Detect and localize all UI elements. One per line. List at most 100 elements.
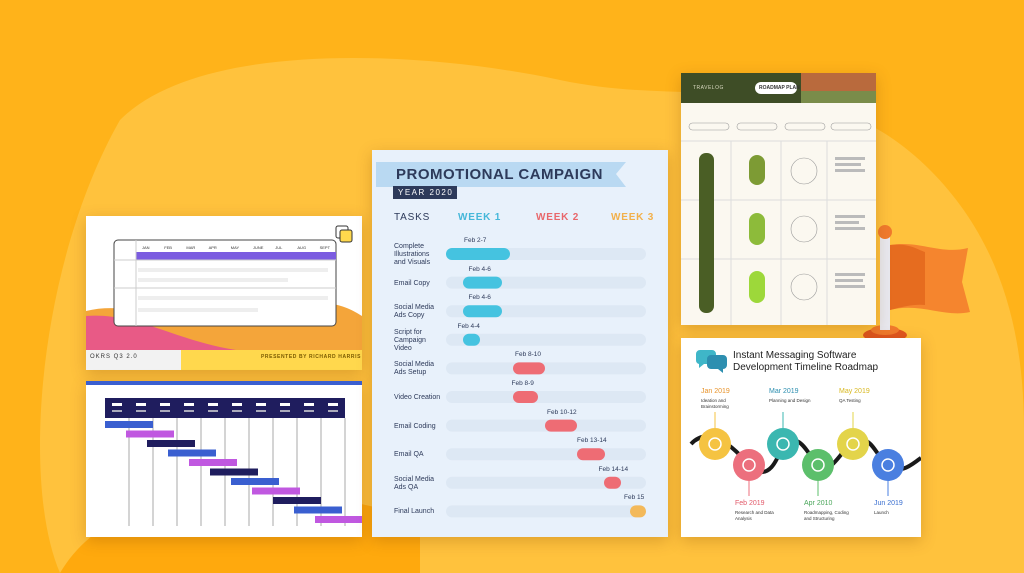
milestone-icon: [872, 449, 904, 481]
gantt-bar: [294, 506, 342, 514]
task-dates: Feb 4-6: [468, 294, 491, 302]
gantt-bar: [126, 430, 174, 438]
task-track: [446, 333, 646, 346]
task-bar: [513, 391, 538, 403]
task-name: Final Launch: [394, 508, 435, 516]
milestone-date: Apr 2010: [804, 500, 833, 507]
milestone-date: Feb 2019: [735, 500, 765, 507]
header-chip: [136, 403, 146, 406]
task-bar: [463, 333, 480, 346]
gantt-bar: [147, 440, 195, 447]
milestone-label: Roadmapping, Coding and Structuring: [804, 510, 849, 521]
task-track: [446, 391, 646, 403]
task-dates: Feb 4-4: [457, 322, 480, 330]
badge: ROADMAP PLAN: [759, 85, 800, 91]
header-chip: [112, 410, 122, 412]
task-dates: Feb 4-6: [468, 265, 491, 273]
milestone-glyph: [881, 458, 895, 472]
task-dates: Feb 8-10: [515, 351, 542, 359]
month-label: MAR: [186, 245, 196, 250]
header-chip: [328, 410, 338, 412]
column-header: WEEK 1: [458, 212, 502, 223]
header-chip: [304, 410, 314, 412]
campaign-banner: [376, 162, 626, 199]
milestone-label: Planning and Design: [769, 398, 811, 403]
month-label: JUL: [275, 245, 283, 250]
header-chip: [256, 403, 266, 406]
messaging-title: Instant Messaging Software Development T…: [733, 350, 879, 373]
milestone-date: Mar 2019: [769, 388, 799, 395]
header-chip: [160, 403, 170, 406]
gantt-bar: [273, 497, 321, 504]
task-dates: Feb 14-14: [598, 465, 629, 473]
task-bar: [630, 505, 646, 518]
gantt-card: [86, 381, 362, 537]
task-name: Social Media Ads Copy: [394, 304, 435, 320]
milestone-icon: [767, 428, 799, 460]
task-dates: Feb 13-14: [577, 437, 607, 445]
month-label: MAY: [230, 245, 240, 250]
gantt-bar: [231, 478, 279, 485]
header-chip: [256, 410, 266, 412]
task-name: Email Copy: [394, 279, 430, 287]
task-track: [446, 448, 646, 461]
milestone-icon: [837, 428, 869, 460]
task-bar: [463, 305, 502, 318]
milestone-glyph: [708, 437, 722, 451]
roadmap-plan-art: [681, 73, 876, 325]
milestone-label: Research and Data Analysis: [735, 510, 774, 521]
task-bar: [545, 419, 577, 432]
header-chip: [136, 410, 146, 412]
messaging-art: [689, 350, 921, 496]
column-header: TASKS: [394, 212, 431, 223]
task-dates: Feb 2-7: [464, 237, 487, 244]
gantt-bar: [210, 468, 258, 476]
messaging-roadmap-card: Instant Messaging Software Development T…: [681, 338, 921, 537]
milestone-glyph: [811, 458, 825, 472]
milestone-label: Launch: [874, 510, 889, 515]
header-chip: [232, 403, 242, 406]
header-chip: [208, 410, 218, 412]
month-label: APR: [208, 245, 217, 250]
task-bar: [604, 476, 621, 489]
header-chip: [304, 403, 314, 406]
header-chip: [280, 403, 290, 406]
task-bar: [513, 362, 545, 375]
campaign-subtitle: YEAR 2020: [398, 188, 454, 197]
task-name: Script for Campaign Video: [394, 328, 426, 352]
okr-art: [86, 225, 362, 370]
milestone-label: QA Testing: [839, 398, 861, 403]
task-dates: Feb 15: [624, 494, 645, 502]
milestone-icon: [699, 428, 731, 460]
task-dates: Feb 10-12: [547, 408, 577, 416]
column-header: WEEK 3: [611, 212, 655, 223]
milestone-glyph: [846, 437, 860, 451]
task-name: Social Media Ads QA: [394, 475, 435, 491]
task-bar: [577, 448, 605, 461]
header-chip: [208, 403, 218, 406]
header-chip: [184, 403, 194, 406]
task-track: [446, 505, 646, 518]
header-chip: [184, 410, 194, 412]
column-header: WEEK 2: [536, 212, 580, 223]
gantt-bar: [315, 516, 362, 523]
task-track: [446, 476, 646, 489]
milestone-date: May 2019: [839, 388, 870, 395]
month-label: FEB: [164, 245, 172, 250]
milestone-label: Ideation and Brainstorming: [701, 398, 729, 409]
okr-card: JAN FEB MAR APR MAY JUNE JUL AUG SEPT OKRS Q3 2.…: [86, 216, 362, 370]
milestone-glyph: [742, 458, 756, 472]
gantt-art: [86, 381, 362, 526]
task-name: Social Media Ads Setup: [394, 361, 435, 377]
campaign-title: PROMOTIONAL CAMPAIGN: [396, 166, 603, 183]
task-name: Complete Illustrations and Visuals: [394, 243, 431, 266]
gantt-bar: [252, 487, 300, 495]
brand: TRAVELOG: [693, 85, 724, 91]
footer-right: PRESENTED BY RICHARD HARRIS: [261, 354, 362, 360]
header-chip: [112, 403, 122, 406]
task-tracks: [446, 248, 646, 518]
milestone-icon: [802, 449, 834, 481]
month-label: AUG: [297, 245, 307, 250]
task-name: Video Creation: [394, 394, 441, 401]
